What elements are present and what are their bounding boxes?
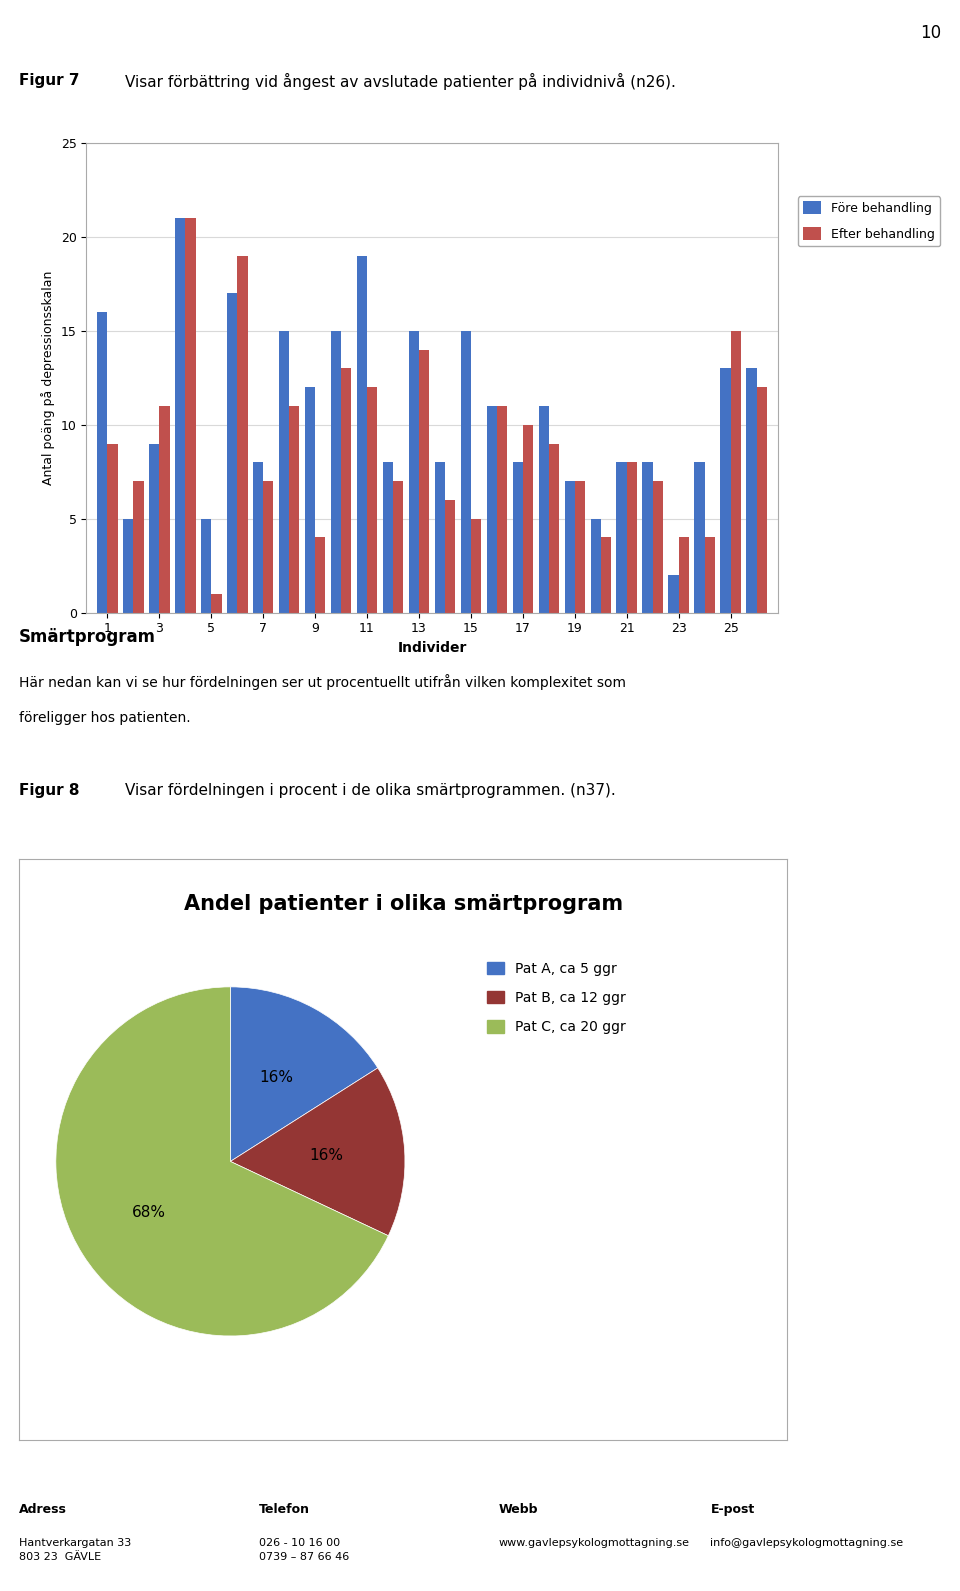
Bar: [175, 218, 185, 613]
Bar: [133, 480, 144, 613]
Bar: [668, 574, 679, 613]
Bar: [513, 463, 523, 613]
Bar: [731, 331, 741, 613]
Bar: [419, 350, 429, 613]
Bar: [357, 256, 367, 613]
Text: Här nedan kan vi se hur fördelningen ser ut procentuellt utifrån vilken komplexi: Här nedan kan vi se hur fördelningen ser…: [19, 675, 626, 690]
Bar: [653, 480, 663, 613]
Text: Telefon: Telefon: [259, 1503, 310, 1516]
Bar: [149, 444, 159, 613]
Bar: [487, 406, 497, 613]
X-axis label: Individer: Individer: [397, 641, 467, 655]
Bar: [108, 444, 117, 613]
Bar: [211, 593, 222, 613]
Bar: [642, 463, 653, 613]
Bar: [185, 218, 196, 613]
Bar: [616, 463, 627, 613]
Bar: [575, 480, 586, 613]
Text: info@gavlepsykologmottagning.se: info@gavlepsykologmottagning.se: [710, 1538, 903, 1548]
Bar: [720, 369, 731, 613]
Bar: [289, 406, 300, 613]
Wedge shape: [230, 986, 378, 1161]
Wedge shape: [230, 1068, 405, 1236]
Bar: [705, 538, 715, 613]
Text: 026 - 10 16 00
0739 – 87 66 46: 026 - 10 16 00 0739 – 87 66 46: [259, 1538, 349, 1562]
Bar: [201, 519, 211, 613]
Bar: [601, 538, 612, 613]
Bar: [747, 369, 756, 613]
Bar: [263, 480, 274, 613]
Bar: [694, 463, 705, 613]
Legend: Före behandling, Efter behandling: Före behandling, Efter behandling: [798, 196, 940, 247]
Bar: [278, 331, 289, 613]
Bar: [409, 331, 419, 613]
Text: E-post: E-post: [710, 1503, 755, 1516]
Text: Figur 7: Figur 7: [19, 73, 80, 88]
Text: Hantverkargatan 33
803 23  GÄVLE: Hantverkargatan 33 803 23 GÄVLE: [19, 1538, 132, 1562]
Bar: [97, 312, 108, 613]
Bar: [756, 387, 767, 613]
Bar: [237, 256, 248, 613]
Bar: [315, 538, 325, 613]
Text: föreligger hos patienten.: föreligger hos patienten.: [19, 711, 191, 725]
Bar: [159, 406, 170, 613]
Text: Smärtprogram: Smärtprogram: [19, 628, 156, 646]
Bar: [393, 480, 403, 613]
Bar: [539, 406, 549, 613]
Bar: [367, 387, 377, 613]
Text: 10: 10: [920, 24, 941, 43]
Wedge shape: [56, 986, 389, 1336]
Bar: [590, 519, 601, 613]
Text: 16%: 16%: [259, 1069, 294, 1085]
Text: Andel patienter i olika smärtprogram: Andel patienter i olika smärtprogram: [183, 894, 623, 913]
Bar: [252, 463, 263, 613]
Bar: [341, 369, 351, 613]
Bar: [330, 331, 341, 613]
Bar: [471, 519, 481, 613]
Bar: [383, 463, 393, 613]
Bar: [123, 519, 133, 613]
Text: Adress: Adress: [19, 1503, 67, 1516]
Legend: Pat A, ca 5 ggr, Pat B, ca 12 ggr, Pat C, ca 20 ggr: Pat A, ca 5 ggr, Pat B, ca 12 ggr, Pat C…: [487, 961, 626, 1034]
Y-axis label: Antal poäng på depressionsskalan: Antal poäng på depressionsskalan: [41, 270, 56, 485]
Text: Webb: Webb: [498, 1503, 538, 1516]
Text: Visar förbättring vid ångest av avslutade patienter på individnivå (n26).: Visar förbättring vid ångest av avslutad…: [125, 73, 676, 89]
Bar: [549, 444, 560, 613]
Text: 16%: 16%: [309, 1147, 344, 1163]
Bar: [227, 293, 237, 613]
Bar: [523, 425, 534, 613]
Bar: [435, 463, 445, 613]
Text: Visar fördelningen i procent i de olika smärtprogrammen. (n37).: Visar fördelningen i procent i de olika …: [125, 783, 616, 797]
Text: www.gavlepsykologmottagning.se: www.gavlepsykologmottagning.se: [498, 1538, 689, 1548]
Bar: [679, 538, 689, 613]
Text: 68%: 68%: [132, 1206, 166, 1220]
Bar: [564, 480, 575, 613]
Text: Figur 8: Figur 8: [19, 783, 80, 797]
Bar: [497, 406, 507, 613]
Bar: [304, 387, 315, 613]
Bar: [461, 331, 471, 613]
Bar: [627, 463, 637, 613]
Bar: [445, 500, 455, 613]
